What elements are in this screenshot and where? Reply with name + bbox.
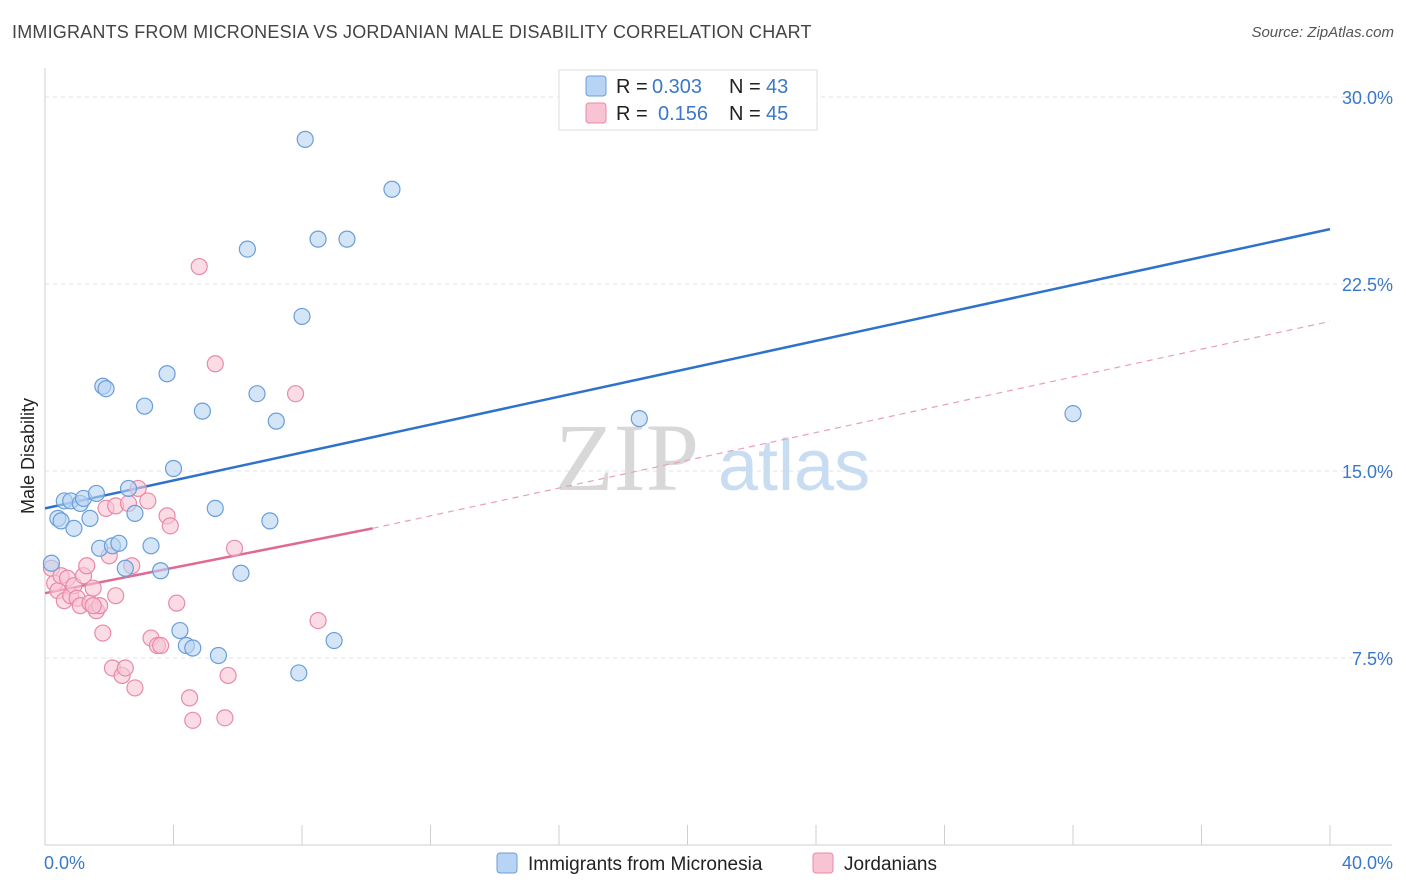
watermark: ZIP atlas: [555, 404, 870, 511]
point-micronesia: [232, 564, 250, 582]
axes: [44, 68, 1392, 846]
trend-line-jordanians-extension: [372, 320, 1331, 529]
point-micronesia: [193, 402, 212, 420]
legend-n-value-2: 45: [766, 103, 788, 125]
point-jordanians: [216, 709, 234, 727]
bottom-legend-label-2: Jordanians: [844, 854, 937, 875]
legend-swatch-pink: [585, 102, 607, 124]
point-jordanians: [116, 659, 134, 677]
point-micronesia: [65, 519, 83, 537]
point-micronesia: [309, 230, 327, 248]
point-jordanians: [84, 579, 102, 597]
bottom-legend-swatch-blue: [496, 852, 518, 874]
legend-r-label-2: R =: [616, 103, 648, 125]
point-micronesia: [325, 631, 343, 650]
watermark-zip: ZIP: [555, 404, 699, 511]
point-micronesia: [267, 412, 285, 430]
y-tick-label: 22.5%: [1342, 275, 1393, 295]
x-tick-label: 0.0%: [44, 853, 85, 873]
watermark-atlas: atlas: [718, 426, 870, 506]
bottom-legend: Immigrants from Micronesia Jordanians: [496, 852, 937, 875]
point-micronesia: [81, 509, 99, 527]
point-micronesia: [290, 664, 308, 682]
point-micronesia: [164, 459, 183, 478]
point-micronesia: [206, 499, 224, 517]
point-micronesia: [209, 646, 228, 665]
point-micronesia: [238, 240, 256, 258]
trend-lines: [44, 227, 1331, 595]
point-jordanians: [94, 624, 112, 642]
y-tick-label: 15.0%: [1342, 462, 1393, 482]
point-jordanians: [161, 517, 179, 535]
legend-n-label-2: N =: [729, 103, 761, 125]
chart-title: IMMIGRANTS FROM MICRONESIA VS JORDANIAN …: [12, 22, 812, 42]
top-legend: R = 0.303 N = 43 R = 0.156 N = 45: [558, 69, 818, 131]
point-micronesia: [248, 385, 266, 403]
legend-swatch-blue: [585, 75, 607, 97]
y-tick-label: 30.0%: [1342, 88, 1393, 108]
point-micronesia: [296, 130, 314, 148]
point-jordanians: [126, 679, 144, 697]
point-micronesia: [110, 534, 128, 552]
point-micronesia: [42, 554, 61, 572]
bottom-legend-swatch-pink: [812, 852, 834, 874]
trend-line-jordanians: [44, 527, 373, 595]
legend-r-value-2: 0.156: [658, 103, 708, 125]
x-tick-label: 40.0%: [1342, 853, 1393, 873]
grid-lines: [45, 96, 1392, 659]
point-micronesia: [116, 559, 134, 577]
point-jordanians: [206, 355, 224, 373]
point-micronesia: [97, 380, 115, 398]
point-jordanians: [225, 539, 244, 557]
legend-n-value-1: 43: [766, 76, 788, 98]
trend-line-micronesia: [44, 227, 1331, 510]
point-micronesia: [135, 397, 154, 415]
point-micronesia: [293, 307, 311, 326]
point-micronesia: [338, 230, 356, 248]
point-micronesia: [119, 479, 138, 498]
point-micronesia: [261, 512, 279, 530]
point-micronesia: [126, 504, 144, 522]
point-micronesia: [87, 484, 106, 503]
point-jordanians: [309, 611, 327, 630]
point-jordanians: [152, 636, 170, 655]
tick-labels: 7.5% 15.0% 22.5% 30.0% 0.0% 40.0%: [44, 88, 1393, 873]
data-points: [42, 130, 1082, 729]
point-micronesia: [158, 365, 176, 383]
y-axis-label: Male Disability: [18, 398, 38, 514]
legend-r-value-1: 0.303: [652, 76, 702, 98]
point-jordanians: [180, 689, 199, 707]
point-micronesia: [142, 537, 160, 555]
point-micronesia: [630, 410, 648, 428]
point-jordanians: [286, 385, 305, 403]
point-jordanians: [107, 587, 125, 605]
point-jordanians: [190, 257, 208, 276]
point-micronesia: [52, 512, 70, 530]
point-jordanians: [78, 557, 96, 575]
point-jordanians: [219, 666, 237, 685]
point-jordanians: [168, 594, 186, 612]
point-micronesia: [184, 639, 202, 657]
point-jordanians: [139, 492, 157, 510]
legend-n-label-1: N =: [729, 76, 761, 98]
source-label: Source: ZipAtlas.com: [1251, 24, 1394, 41]
point-micronesia: [383, 180, 401, 198]
point-micronesia: [1064, 405, 1082, 423]
point-jordanians: [184, 711, 202, 729]
legend-r-label-1: R =: [616, 76, 648, 98]
point-micronesia: [171, 621, 189, 640]
y-tick-label: 7.5%: [1352, 649, 1393, 669]
point-jordanians: [84, 597, 102, 615]
bottom-legend-label-1: Immigrants from Micronesia: [528, 854, 763, 875]
point-micronesia: [152, 562, 170, 580]
